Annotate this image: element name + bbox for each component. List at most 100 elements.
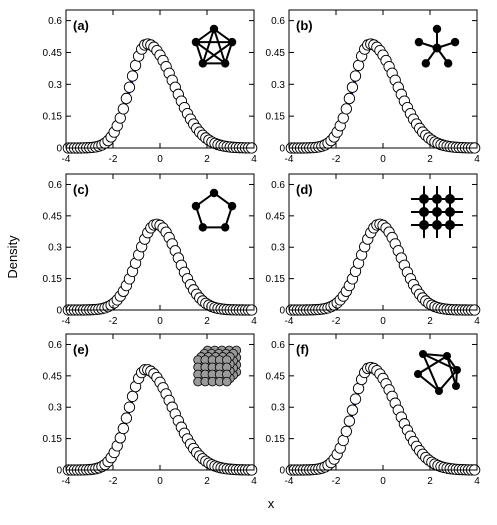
panel-label: (e): [73, 342, 89, 357]
data-point: [114, 432, 126, 444]
panel-label: (c): [73, 182, 89, 197]
y-tick-label: 0.15: [266, 112, 286, 123]
y-tick-label: 0.15: [43, 112, 63, 123]
icon-node: [443, 59, 453, 68]
icon-edge: [195, 41, 226, 65]
x-tick-label: 2: [427, 476, 433, 487]
x-tick-label: -4: [62, 154, 71, 165]
x-tick-label: 0: [380, 316, 386, 327]
icon-node: [432, 207, 442, 217]
data-point: [343, 415, 356, 427]
panel-4: -4 -2 0 2 4 0 0.15 0.3 0.45 0.6 (d): [266, 173, 481, 327]
icon-node: [414, 370, 422, 378]
icon-node: [220, 223, 230, 232]
data-point: [343, 92, 356, 105]
x-tick-label: 4: [474, 476, 480, 487]
panel-6: -4 -2 0 2 4 0 0.15 0.3 0.45 0.6 (f): [266, 333, 481, 487]
data-point: [126, 390, 139, 403]
cubic-lattice-icon: [193, 345, 242, 387]
icon-node: [227, 201, 237, 211]
icon-node: [419, 350, 427, 358]
reference-curve: [66, 223, 254, 311]
data-point: [340, 425, 352, 438]
data-point: [340, 103, 352, 115]
y-tick-label: 0.15: [43, 434, 63, 445]
icon-edge: [417, 355, 448, 375]
y-tick-label: 0.45: [43, 371, 63, 382]
x-tick-label: 4: [474, 154, 480, 165]
y-tick-label: 0.3: [48, 80, 62, 91]
y-tick-label: 0.3: [271, 243, 285, 254]
data-point: [120, 412, 133, 424]
icon-node: [421, 59, 431, 68]
x-tick-label: 4: [474, 316, 480, 327]
y-tick-label: 0.6: [271, 340, 285, 351]
x-tick-label: -2: [109, 316, 118, 327]
x-tick-label: -4: [285, 316, 294, 327]
icon-node: [435, 387, 443, 395]
icon-node: [419, 220, 429, 230]
y-axis-title: Density: [5, 235, 20, 279]
x-tick-label: 0: [157, 476, 163, 487]
panel-5: -4 -2 0 2 4 0 0.15 0.3 0.45 0.6 (e): [43, 333, 258, 487]
x-axis-title: x: [268, 496, 275, 511]
icon-edge: [438, 369, 458, 392]
data-point: [349, 393, 362, 405]
x-tick-label: 0: [380, 154, 386, 165]
x-tick-label: 2: [204, 476, 210, 487]
panel-3: -4 -2 0 2 4 0 0.15 0.3 0.45 0.6 (c): [43, 173, 258, 327]
panel-label: (b): [296, 18, 313, 33]
y-tick-label: 0: [279, 306, 285, 317]
y-tick-label: 0.3: [271, 80, 285, 91]
panel-label: (d): [296, 182, 313, 197]
y-tick-label: 0: [56, 306, 62, 317]
y-tick-label: 0.3: [48, 243, 62, 254]
data-point: [123, 401, 136, 413]
data-point: [120, 92, 133, 105]
x-tick-label: -2: [109, 154, 118, 165]
icon-node: [443, 352, 451, 360]
data-point: [349, 70, 362, 82]
icon-node: [445, 207, 455, 217]
icon-node: [198, 59, 208, 68]
y-tick-label: 0: [56, 144, 62, 155]
x-tick-label: 0: [157, 154, 163, 165]
data-point: [346, 81, 359, 93]
icon-node: [419, 207, 429, 217]
x-tick-label: 2: [204, 154, 210, 165]
plot-frame: [288, 9, 478, 149]
icon-node: [432, 43, 442, 53]
icon-node: [419, 194, 429, 204]
icon-node: [414, 37, 424, 47]
icon-node: [432, 24, 442, 34]
y-tick-label: 0.15: [266, 274, 286, 285]
icon-edge: [446, 355, 457, 387]
icon-node: [445, 194, 455, 204]
y-tick-label: 0.6: [271, 180, 285, 191]
x-tick-label: 2: [204, 316, 210, 327]
data-point: [117, 103, 129, 115]
icon-edge: [422, 353, 440, 392]
y-tick-label: 0.6: [48, 16, 62, 27]
y-tick-label: 0.45: [43, 211, 63, 222]
y-tick-label: 0.45: [43, 48, 63, 59]
y-tick-label: 0.6: [48, 180, 62, 191]
y-tick-label: 0.6: [48, 340, 62, 351]
complete-graph-icon: [191, 24, 237, 68]
y-tick-label: 0.15: [43, 274, 63, 285]
y-tick-label: 0.15: [266, 434, 286, 445]
data-point: [126, 70, 139, 82]
data-point: [123, 81, 136, 93]
plot-frame: [65, 9, 255, 149]
panel-1: -4 -2 0 2 4 0 0.15 0.3 0.45 0.6 (a): [43, 9, 258, 165]
icon-edge: [422, 353, 448, 357]
x-tick-label: 0: [380, 476, 386, 487]
y-tick-label: 0.45: [266, 371, 286, 382]
icon-node: [453, 366, 461, 374]
x-tick-label: -4: [62, 476, 71, 487]
icon-node: [432, 220, 442, 230]
icon-edge: [417, 373, 440, 392]
panel-2: -4 -2 0 2 4 0 0.15 0.3 0.45 0.6 (b): [266, 9, 481, 165]
plot-frame: [65, 173, 255, 311]
x-tick-label: -2: [332, 476, 341, 487]
